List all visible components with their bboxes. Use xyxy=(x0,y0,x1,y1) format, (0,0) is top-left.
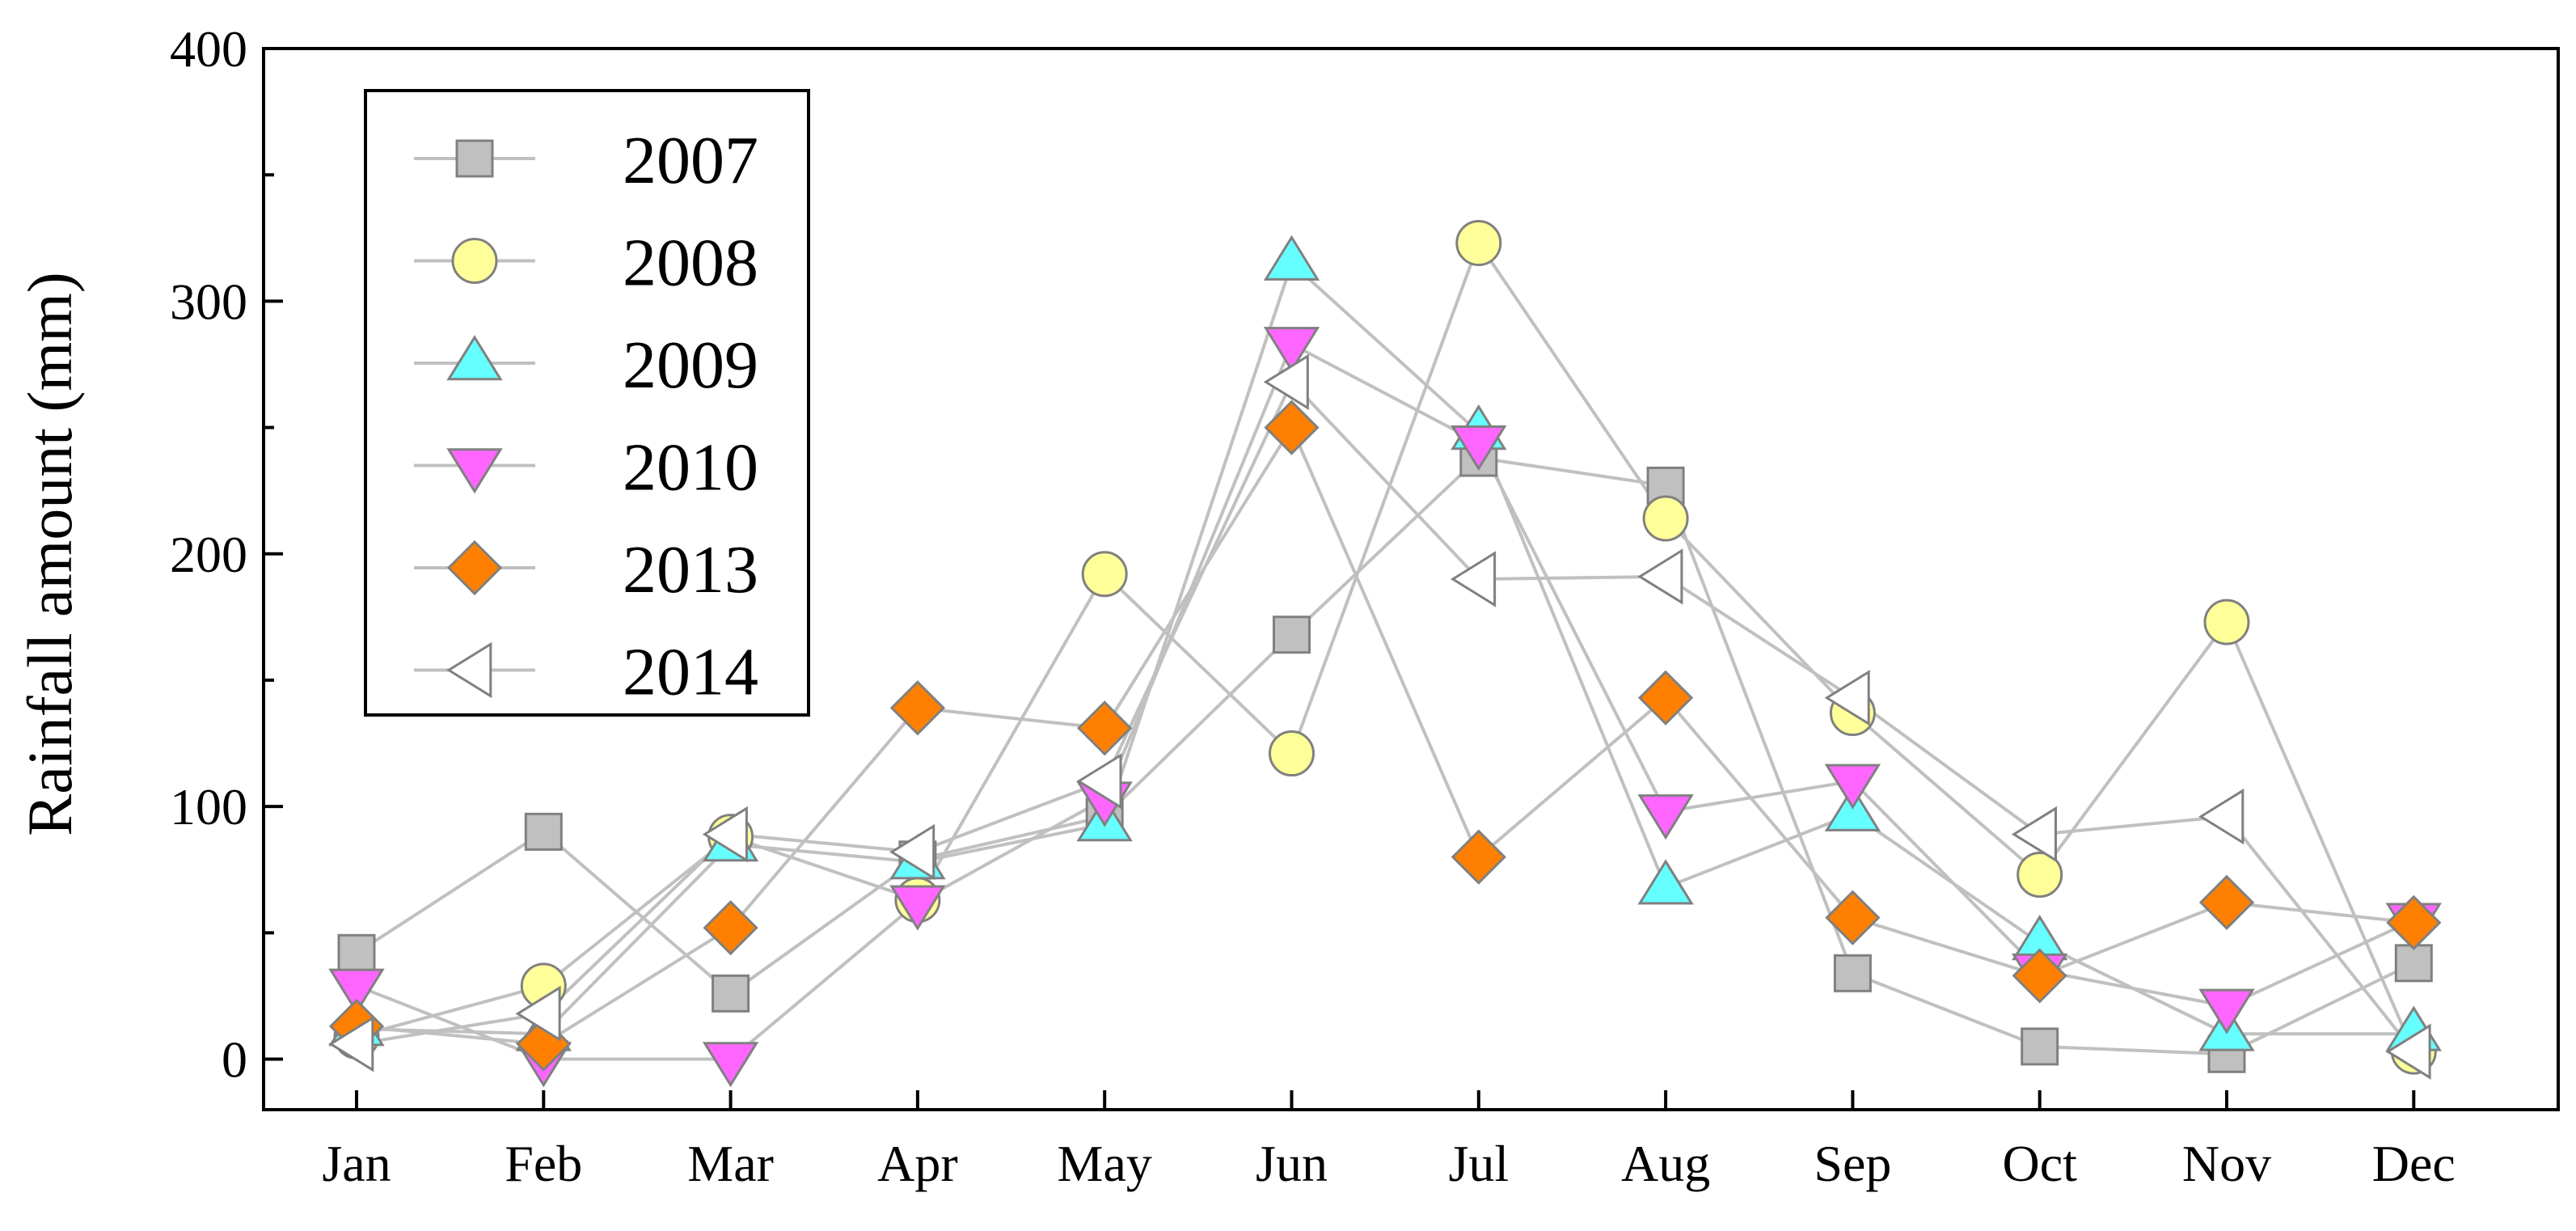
x-tick-label: Jul xyxy=(1448,1135,1509,1192)
x-tick-label: Jan xyxy=(322,1135,391,1192)
data-point-2014-mar xyxy=(702,806,748,863)
plot-area-border xyxy=(262,47,2560,1111)
data-point-2013-jun xyxy=(1264,400,1320,455)
data-point-2014-jun xyxy=(1263,353,1309,410)
data-point-2008-nov xyxy=(2203,599,2250,645)
legend-label-2010: 2010 xyxy=(623,430,758,506)
data-point-2013-nov xyxy=(2198,874,2255,930)
series-line-2014 xyxy=(356,379,2415,1053)
legend-label-2007: 2007 xyxy=(623,123,758,198)
legend-marker-2008 xyxy=(451,238,498,284)
data-point-2009-aug xyxy=(1637,859,1694,905)
data-point-2013-oct xyxy=(2012,948,2067,1004)
series-markers xyxy=(328,220,2442,1088)
legend-label-2008: 2008 xyxy=(623,226,758,301)
data-point-2008-jun xyxy=(1269,730,1315,777)
data-point-2008-aug xyxy=(1642,495,1689,542)
series-line-2007 xyxy=(355,455,2415,1056)
data-point-2007-feb xyxy=(524,812,563,851)
data-point-2014-dec xyxy=(2385,1023,2431,1080)
data-point-2013-aug xyxy=(1637,670,1694,725)
y-tick-label: 200 xyxy=(170,526,247,583)
legend-label-2014: 2014 xyxy=(623,635,758,710)
data-point-2008-jul xyxy=(1455,220,1502,267)
data-point-2010-jan xyxy=(328,968,385,1014)
data-point-2010-mar xyxy=(702,1042,759,1088)
x-tick-label: May xyxy=(1058,1135,1152,1192)
legend-marker-2010 xyxy=(446,448,503,494)
data-point-2007-oct xyxy=(2021,1027,2059,1066)
x-tick-label: Mar xyxy=(687,1135,774,1192)
data-point-2013-dec xyxy=(2386,895,2442,950)
data-point-2014-aug xyxy=(1637,548,1683,605)
data-point-2013-sep xyxy=(1825,890,1881,945)
legend-label-2013: 2013 xyxy=(623,532,758,607)
legend-box xyxy=(364,89,810,717)
x-tick-label: Aug xyxy=(1621,1135,1710,1192)
data-point-2013-apr xyxy=(889,680,946,736)
y-tick-label: 400 xyxy=(170,20,247,78)
data-point-2013-jul xyxy=(1451,829,1506,885)
data-point-2014-oct xyxy=(2011,806,2057,863)
legend-marker-2007 xyxy=(455,139,494,178)
data-point-2007-sep xyxy=(1833,954,1872,992)
data-point-2010-nov xyxy=(2198,988,2255,1034)
series-line-2010 xyxy=(356,341,2415,1061)
x-tick-label: Sep xyxy=(1814,1135,1891,1192)
data-point-2013-mar xyxy=(703,899,758,956)
x-tick-label: Nov xyxy=(2182,1135,2271,1192)
data-point-2014-may xyxy=(1076,753,1122,810)
data-point-2007-mar xyxy=(712,974,750,1013)
data-point-2007-jun xyxy=(1273,616,1311,654)
data-point-2007-dec xyxy=(2394,944,2433,983)
x-tick-label: Dec xyxy=(2372,1135,2456,1192)
series-line-2013 xyxy=(356,424,2414,1046)
data-point-2014-jul xyxy=(1450,551,1497,607)
data-point-2009-jun xyxy=(1263,235,1320,281)
series-line-2009 xyxy=(356,260,2414,1036)
data-point-2007-jan xyxy=(337,933,376,972)
data-point-2014-sep xyxy=(1824,670,1870,726)
data-point-2008-oct xyxy=(2016,851,2063,898)
plot-frame xyxy=(262,47,2560,1111)
data-point-2014-jan xyxy=(328,1016,374,1072)
y-tick-label: 0 xyxy=(222,1031,247,1089)
data-point-2014-feb xyxy=(515,985,561,1042)
legend-marker-2014 xyxy=(446,641,492,699)
data-point-2014-apr xyxy=(889,823,935,881)
legend: 2007 2008 2009 2010 2013 2014 xyxy=(364,89,810,717)
legend-label-2009: 2009 xyxy=(623,328,758,403)
y-axis-title: Rainfall amount (mm) xyxy=(15,272,85,836)
x-tick-label: Apr xyxy=(877,1135,958,1192)
data-point-2013-may xyxy=(1077,700,1133,756)
x-tick-label: Oct xyxy=(2002,1135,2077,1192)
axes: 0 100 200 300 400 Jan Feb Mar Apr May Jun Jul Aug Sep… xyxy=(170,20,2456,1192)
data-point-2010-jun xyxy=(1263,327,1320,373)
data-point-2014-nov xyxy=(2198,788,2244,845)
data-point-2010-jul xyxy=(1451,425,1507,472)
data-point-2010-apr xyxy=(889,885,946,931)
x-tick-label: Feb xyxy=(505,1135,582,1192)
y-tick-label: 100 xyxy=(170,778,247,835)
legend-marker-2013 xyxy=(446,539,503,596)
y-tick-label: 300 xyxy=(170,273,247,330)
series-lines xyxy=(355,239,2416,1061)
legend-marker-2009 xyxy=(446,335,503,381)
data-point-2008-may xyxy=(1081,551,1128,598)
x-tick-label: Jun xyxy=(1256,1135,1328,1192)
data-point-2010-sep xyxy=(1824,764,1881,810)
data-point-2010-aug xyxy=(1637,794,1694,840)
